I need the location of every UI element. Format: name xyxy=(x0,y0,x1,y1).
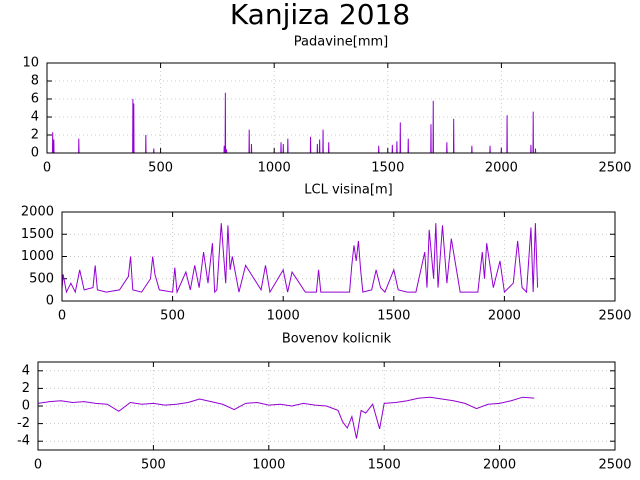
subplot-title: Bovenov kolicnik xyxy=(282,332,392,347)
x-tick-label: 500 xyxy=(141,458,166,473)
axes-frame xyxy=(61,211,616,302)
x-tick-label: 2500 xyxy=(598,161,631,176)
axes-frame xyxy=(37,361,616,451)
axes-frame xyxy=(46,62,616,154)
y-tick-label: 1000 xyxy=(21,249,54,264)
x-tick-label: 2500 xyxy=(598,458,631,473)
y-tick-label: 500 xyxy=(29,271,54,286)
y-tick-label: -4 xyxy=(17,434,30,449)
x-tick-label: 1500 xyxy=(377,309,410,324)
y-tick-label: 2 xyxy=(22,381,30,396)
y-tick-label: 1500 xyxy=(21,227,54,242)
x-tick-label: 0 xyxy=(43,161,51,176)
y-tick-label: 4 xyxy=(31,110,39,125)
y-tick-label: 6 xyxy=(31,92,39,107)
x-tick-label: 500 xyxy=(160,309,185,324)
x-tick-label: 500 xyxy=(148,161,173,176)
x-tick-label: 2000 xyxy=(485,161,518,176)
y-tick-label: 0 xyxy=(46,294,54,309)
y-tick-label: 8 xyxy=(31,74,39,89)
data-line xyxy=(37,396,535,439)
x-tick-label: 2000 xyxy=(488,309,521,324)
x-tick-label: 1500 xyxy=(368,458,401,473)
y-tick-label: 10 xyxy=(22,56,39,71)
y-tick-label: -2 xyxy=(17,416,30,431)
data-line xyxy=(61,223,539,295)
subplot-title: Padavine[mm] xyxy=(294,35,388,50)
x-tick-label: 1000 xyxy=(258,161,291,176)
figure-title: Kanjiza 2018 xyxy=(230,0,410,31)
x-tick-label: 1000 xyxy=(252,458,285,473)
y-tick-label: 0 xyxy=(31,146,39,161)
x-tick-label: 0 xyxy=(34,458,42,473)
x-tick-label: 0 xyxy=(58,309,66,324)
y-tick-label: 2000 xyxy=(21,205,54,220)
y-tick-label: 4 xyxy=(22,363,30,378)
x-tick-label: 2500 xyxy=(598,309,631,324)
subplot-title: LCL visina[m] xyxy=(304,183,392,198)
x-tick-label: 1000 xyxy=(267,309,300,324)
y-tick-label: 2 xyxy=(31,128,39,143)
x-tick-label: 2000 xyxy=(483,458,516,473)
y-tick-label: 0 xyxy=(22,399,30,414)
x-tick-label: 1500 xyxy=(371,161,404,176)
